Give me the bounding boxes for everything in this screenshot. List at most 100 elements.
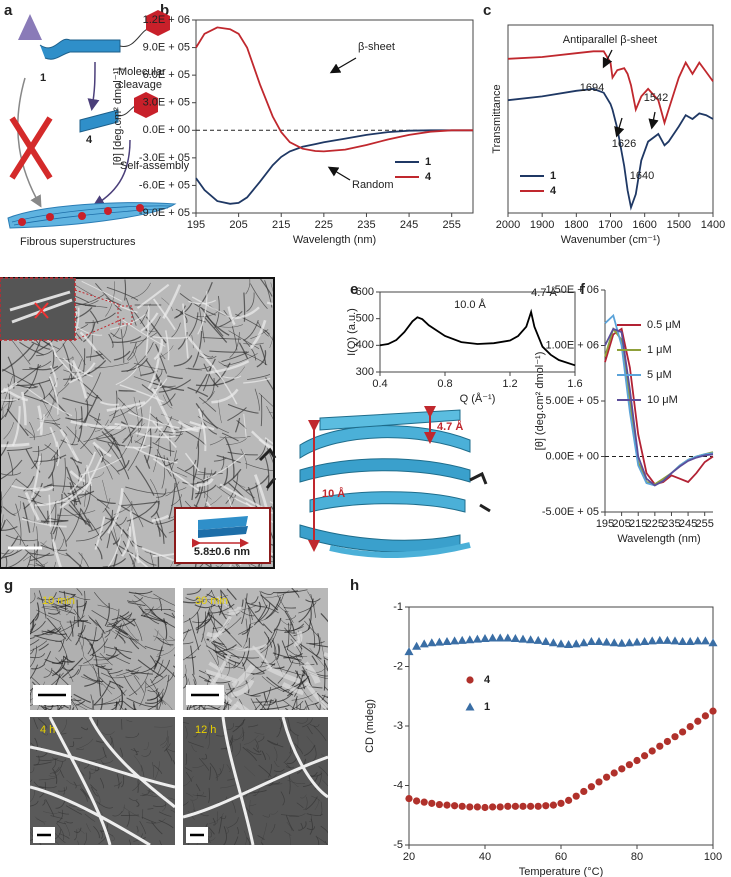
fibril [226, 764, 231, 772]
legend-marker [466, 676, 474, 684]
fibril [63, 492, 87, 525]
fibril [286, 622, 290, 650]
fibril [117, 460, 130, 472]
x-tick-label: 1600 [632, 219, 656, 231]
data-line [507, 50, 714, 127]
fibril [172, 665, 175, 669]
fibril [197, 471, 223, 475]
fibril [3, 422, 14, 440]
fibril [137, 380, 162, 410]
fibril [261, 750, 266, 761]
fibril [52, 493, 63, 535]
fibril [124, 279, 127, 301]
fiber [183, 717, 328, 845]
fibril [249, 319, 267, 350]
fibril [159, 840, 163, 845]
fibril [24, 491, 40, 521]
fibril [314, 771, 322, 790]
fibril [141, 816, 157, 824]
fibril [240, 448, 248, 469]
fibril [216, 636, 228, 651]
legend-label: 4 [484, 674, 491, 686]
fibril [90, 694, 95, 710]
fibril [136, 283, 170, 309]
fibril [114, 698, 121, 706]
data-point [670, 636, 680, 645]
fibril [36, 609, 62, 623]
fibril [267, 740, 278, 746]
fibril [234, 700, 250, 710]
fibril [47, 629, 67, 636]
fibril [157, 525, 167, 538]
fibril [303, 745, 315, 757]
data-point [473, 803, 481, 811]
fibril [0, 519, 6, 534]
fibril [42, 799, 46, 806]
x-tick-label: 1800 [564, 219, 588, 231]
fibril [113, 623, 129, 636]
fibril [307, 725, 313, 735]
fibril [270, 282, 274, 297]
fibril [125, 732, 140, 738]
fibril [59, 428, 80, 462]
fibril [146, 818, 166, 824]
fibril [56, 538, 65, 553]
y-tick-label: -4 [393, 779, 403, 791]
fibril [207, 377, 215, 401]
fibril [35, 562, 47, 568]
strand [299, 524, 461, 553]
data-point [709, 707, 717, 715]
fibril [154, 370, 173, 407]
annotation: 4.7 Å [531, 286, 557, 299]
data-point [465, 635, 475, 644]
fibril [322, 779, 328, 787]
fibril [183, 722, 190, 724]
fibril [77, 840, 79, 845]
fibril [202, 337, 242, 340]
data-point [533, 635, 543, 644]
fibril [276, 722, 282, 738]
fibril [309, 647, 328, 672]
fibril [223, 662, 237, 669]
data-point [405, 794, 413, 803]
dot [46, 213, 54, 221]
fibril [74, 294, 105, 306]
fibril [52, 757, 67, 762]
fibril [242, 637, 250, 667]
fibril [265, 752, 270, 760]
fibril [6, 446, 33, 452]
fibril [119, 747, 123, 757]
fibril [58, 655, 68, 664]
y-tick-label: 0.0E + 00 [143, 124, 190, 136]
data-point [457, 635, 467, 644]
fibril [0, 441, 9, 458]
x-tick-label: 255 [696, 518, 714, 530]
fibril [115, 656, 130, 665]
fibril [174, 423, 183, 443]
fibril [62, 357, 93, 378]
diagram-a: 1 4 Fibrous superstructures [7, 10, 177, 248]
fibril [66, 620, 88, 623]
fibril [147, 357, 160, 390]
fibril [115, 701, 118, 710]
fibril [34, 816, 47, 823]
fibril [312, 745, 317, 762]
time-label: 12 h [195, 724, 216, 736]
ribbon [198, 526, 248, 538]
fibril [158, 819, 174, 829]
fibril [202, 633, 208, 646]
fibril [263, 692, 269, 704]
fibril [246, 658, 265, 674]
data-point [701, 712, 710, 720]
fibril [268, 411, 274, 414]
fibril [46, 394, 56, 418]
fibril [229, 332, 240, 358]
fibril [30, 640, 48, 652]
fibril [143, 741, 149, 750]
fibril [164, 487, 187, 494]
fibril [29, 421, 35, 441]
data-point [571, 639, 581, 648]
fibril [257, 835, 265, 841]
panel-label: a [4, 2, 13, 19]
fibril [31, 497, 48, 522]
